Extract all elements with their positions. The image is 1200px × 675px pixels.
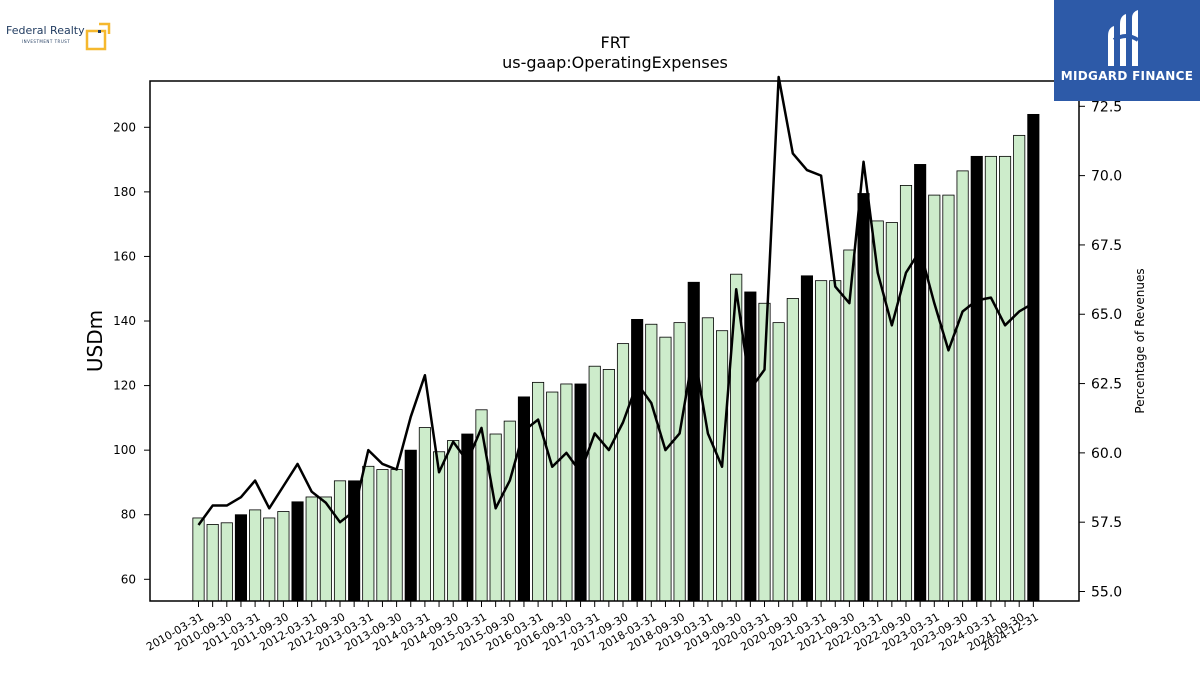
bar-2014-09-30 bbox=[447, 440, 460, 602]
bar-2015-09-30 bbox=[503, 420, 516, 602]
bar-2011-03-31 bbox=[249, 509, 262, 602]
y-tick-label: 200 bbox=[113, 120, 136, 134]
bar-2021-12-31 bbox=[857, 193, 870, 602]
bar-2021-03-31 bbox=[815, 280, 828, 602]
bar-2022-09-30 bbox=[899, 185, 913, 602]
y-tick-label: 160 bbox=[113, 249, 136, 263]
y-tick-label: 140 bbox=[113, 314, 136, 328]
y2-tick-label: 62.5 bbox=[1091, 377, 1122, 393]
bar-2019-03-31 bbox=[701, 317, 714, 602]
bar-2012-09-30 bbox=[333, 480, 347, 602]
midgard-finance-logo: MIDGARD FINANCE bbox=[1054, 0, 1200, 101]
bar-2018-12-31 bbox=[687, 281, 700, 602]
bar-2023-12-31 bbox=[970, 155, 983, 602]
bar-2020-12-31 bbox=[800, 275, 813, 602]
y-tick-label: 80 bbox=[121, 508, 136, 522]
bar-2022-12-31 bbox=[914, 164, 927, 602]
bar-2016-09-30 bbox=[560, 383, 573, 602]
bar-2013-06-30 bbox=[376, 469, 389, 602]
federal-realty-logo: Federal Realty INVESTMENT TRUST bbox=[6, 18, 116, 52]
bar-2024-12-31 bbox=[1027, 113, 1040, 602]
y2-tick-label: 55.0 bbox=[1091, 585, 1122, 601]
chart-title: FRT bbox=[601, 33, 630, 52]
bar-2013-12-31 bbox=[404, 449, 417, 602]
chart-subtitle: us-gaap:OperatingExpenses bbox=[502, 53, 728, 72]
bar-2020-06-30 bbox=[772, 322, 785, 602]
bar-2013-03-31 bbox=[362, 465, 375, 602]
y-axis-right: 55.0 57.5 60.0 62.5 65.0 67.5 70.0 72.5 bbox=[1079, 99, 1122, 601]
bar-2017-12-31 bbox=[631, 318, 644, 602]
bar-2021-06-30 bbox=[829, 280, 842, 602]
bar-2024-06-30 bbox=[999, 155, 1012, 602]
bar-2017-03-31 bbox=[588, 365, 601, 602]
bar-2016-06-30 bbox=[546, 391, 559, 602]
bar-2014-06-30 bbox=[432, 451, 446, 602]
bar-2010-03-31 bbox=[192, 517, 205, 602]
y2-tick-label: 65.0 bbox=[1091, 307, 1122, 323]
y-tick-label: 60 bbox=[121, 572, 136, 586]
bar-2010-12-31 bbox=[234, 514, 248, 602]
midgard-logo-text: MIDGARD FINANCE bbox=[1060, 69, 1194, 83]
bar-2015-06-30 bbox=[489, 433, 502, 602]
y-tick-label: 100 bbox=[113, 443, 136, 457]
bar-2022-06-30 bbox=[885, 222, 898, 602]
y-axis-left: 60 80 100 120 140 160 180 200 bbox=[113, 120, 150, 586]
federal-realty-logo-mark-icon bbox=[85, 22, 111, 51]
y2-axis-label: Percentage of Revenues bbox=[1133, 268, 1147, 413]
bar-2017-09-30 bbox=[616, 343, 630, 602]
bar-2011-06-30 bbox=[263, 517, 276, 602]
y-tick-label: 180 bbox=[113, 185, 136, 199]
bar-2022-03-31 bbox=[871, 220, 884, 602]
bar-2016-12-31 bbox=[574, 383, 587, 602]
midgard-logo-mark-icon bbox=[1108, 10, 1140, 66]
bar-2023-09-30 bbox=[956, 170, 969, 602]
bar-2012-03-31 bbox=[305, 496, 318, 602]
bar-2024-09-30 bbox=[1013, 134, 1026, 602]
x-axis: 2010-03-312010-09-302011-03-312011-09-30… bbox=[144, 601, 1041, 654]
bar-2010-09-30 bbox=[220, 522, 233, 602]
bar-2017-06-30 bbox=[602, 369, 615, 602]
percentage-line bbox=[197, 75, 1034, 526]
bar-2010-06-30 bbox=[206, 524, 219, 602]
bar-2013-09-30 bbox=[390, 469, 403, 602]
bar-2020-09-30 bbox=[786, 298, 799, 602]
y2-tick-label: 72.5 bbox=[1091, 99, 1122, 115]
y2-tick-label: 67.5 bbox=[1091, 238, 1122, 254]
bar-2018-06-30 bbox=[659, 336, 672, 602]
federal-realty-logo-text: Federal Realty bbox=[6, 24, 85, 37]
y2-tick-label: 70.0 bbox=[1091, 169, 1122, 185]
bar-2018-03-31 bbox=[645, 323, 658, 602]
bar-2018-09-30 bbox=[673, 322, 686, 602]
y2-tick-label: 57.5 bbox=[1091, 515, 1122, 531]
bar-2016-03-31 bbox=[532, 381, 545, 602]
y-axis-label: USDm bbox=[83, 310, 107, 372]
bar-2012-06-30 bbox=[319, 496, 332, 602]
bar-2023-06-30 bbox=[942, 194, 955, 602]
bar-2019-12-31 bbox=[744, 291, 757, 602]
bar-2023-03-31 bbox=[928, 194, 941, 602]
federal-realty-logo-subtext: INVESTMENT TRUST bbox=[22, 39, 71, 44]
y-tick-label: 120 bbox=[113, 379, 136, 393]
plot-frame bbox=[149, 80, 1080, 602]
bar-series bbox=[192, 113, 1040, 602]
bar-2011-09-30 bbox=[277, 511, 290, 602]
bar-2011-12-31 bbox=[291, 501, 304, 602]
bar-2014-03-31 bbox=[418, 427, 431, 602]
bar-2024-03-31 bbox=[984, 155, 997, 602]
y2-tick-label: 60.0 bbox=[1091, 446, 1122, 462]
